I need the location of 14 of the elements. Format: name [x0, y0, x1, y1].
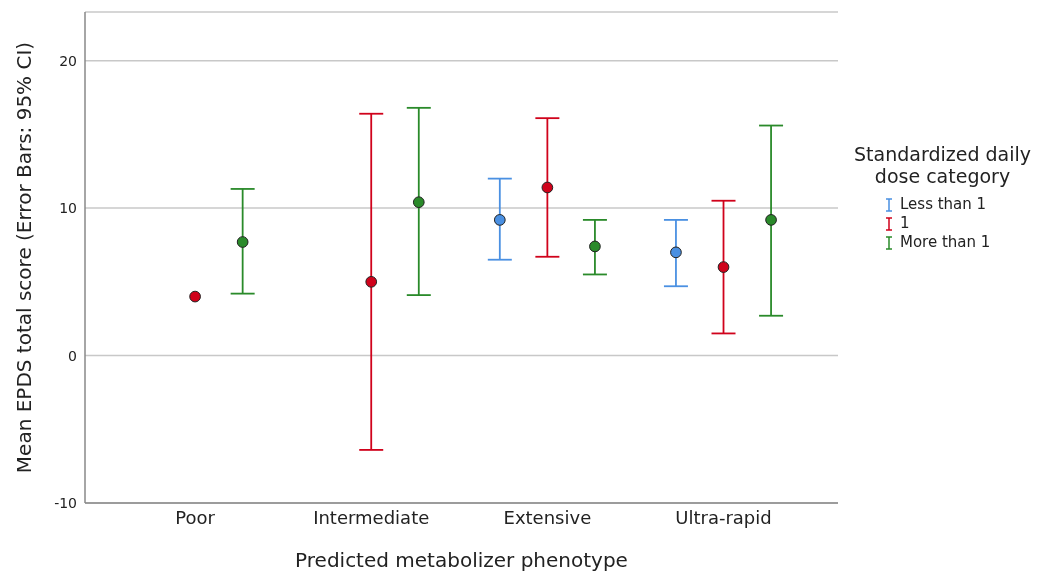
x-axis-title: Predicted metabolizer phenotype: [295, 548, 628, 572]
y-tick-label: 20: [59, 52, 77, 69]
x-tick-label: Extensive: [503, 506, 592, 528]
x-tick-label: Intermediate: [313, 506, 430, 528]
legend-label: More than 1: [900, 233, 991, 252]
x-tick-label: Poor: [175, 506, 216, 528]
legend-label: Less than 1: [900, 195, 987, 214]
legend-title: Standardized daily dose category: [853, 143, 1032, 187]
y-tick-label: -10: [54, 494, 77, 511]
y-tick-label: 0: [68, 347, 77, 364]
y-axis-title: Mean EPDS total score (Error Bars: 95% CI): [12, 41, 37, 474]
x-tick-label: Ultra-rapid: [675, 506, 772, 528]
legend-label: 1: [900, 214, 910, 233]
y-tick-label: 10: [59, 200, 77, 217]
